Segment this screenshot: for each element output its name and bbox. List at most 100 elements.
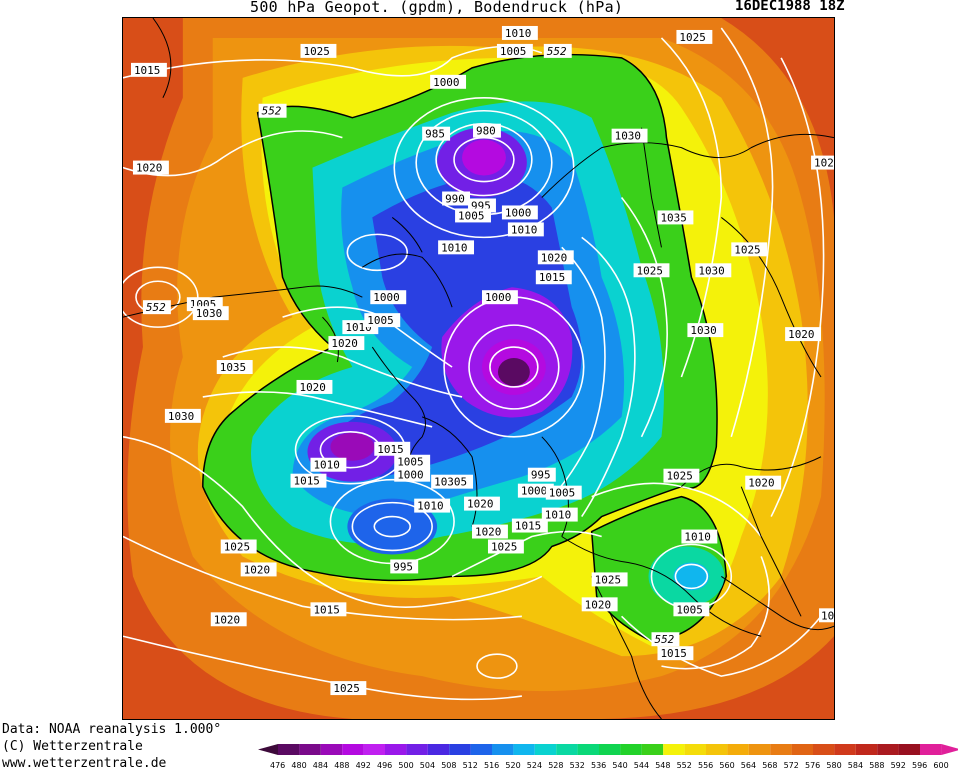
legend-tick-label: 572 [784,761,799,770]
legend-tick-label: 496 [377,761,392,770]
svg-text:1015: 1015 [313,603,339,616]
legend-tick-label: 484 [313,761,328,770]
pressure-label: 1015 [310,602,347,616]
svg-text:985: 985 [425,128,445,141]
svg-text:552: 552 [262,105,282,118]
svg-text:1025: 1025 [333,682,359,695]
svg-text:1025: 1025 [595,573,621,586]
legend-tick-label: 524 [527,761,542,770]
legend-swatch [513,744,535,755]
pressure-label: 1010 [310,457,347,472]
svg-text:1025: 1025 [491,540,517,553]
data-source-credit: Data: NOAA reanalysis 1.000° [2,722,222,737]
legend-tick-label: 504 [420,761,435,770]
svg-text:552: 552 [654,633,674,646]
pressure-label: 1000 [517,483,554,498]
svg-text:1025: 1025 [666,470,692,483]
svg-text:1005: 1005 [549,487,575,500]
legend-swatch [577,744,599,755]
pressure-label: 1025 [633,263,670,277]
svg-text:1035: 1035 [220,361,246,374]
legend-swatch [770,744,792,755]
svg-text:1030: 1030 [615,130,641,143]
pressure-label: 1005 [364,313,401,327]
pressure-label: 1020 [537,250,574,264]
legend-tick-label: 568 [762,761,777,770]
legend-tick-label: 584 [848,761,863,770]
geopotential-label: 552 [651,632,680,646]
pressure-label: 1025 [663,468,700,483]
svg-text:1020: 1020 [475,526,501,539]
svg-text:1025: 1025 [637,264,663,277]
svg-text:1000: 1000 [485,291,511,304]
legend-swatch [920,744,942,755]
pressure-label: 1020 [296,379,333,394]
pressure-label: 1030 [192,306,229,320]
legend-tick-label: 596 [912,761,927,770]
svg-text:1030: 1030 [698,264,724,277]
pressure-label: 995 [390,559,419,573]
pressure-label: 1000 [394,467,431,482]
pressure-label: 1025 [591,572,628,586]
pressure-label: 1010 [507,222,544,236]
pressure-label: 1005 [496,43,533,58]
pressure-label: 1010 [438,240,475,254]
pressure-label: 1005 [394,454,431,469]
legend-tick-label: 476 [270,761,285,770]
legend-tick-label: 532 [570,761,585,770]
pressure-label: 995 [527,467,556,482]
legend-swatch [663,744,685,755]
legend-tick-label: 552 [677,761,692,770]
legend-tick-label: 560 [719,761,734,770]
pressure-label: 1035 [657,210,694,224]
low-centre-north-core [462,139,506,176]
legend-tick-label: 508 [441,761,456,770]
svg-text:1030: 1030 [690,324,716,337]
pressure-label: 1005 [545,485,582,500]
pressure-label: 1010 [414,498,451,513]
legend-swatch [877,744,899,755]
svg-text:1015: 1015 [134,64,160,77]
pressure-label: 1020 [210,612,247,626]
legend-tick-label: 516 [484,761,499,770]
svg-text:1000: 1000 [505,206,531,219]
svg-text:1020: 1020 [467,498,493,511]
legend-swatch [427,744,450,755]
svg-text:1025: 1025 [303,45,329,58]
pressure-label: 1010 [501,25,538,40]
svg-text:1005: 1005 [367,314,393,327]
pressure-label: 1020 [785,327,822,341]
low-centre-europe-core [673,562,710,591]
svg-text:1000: 1000 [397,469,423,482]
legend-swatch [641,744,664,755]
pressure-label: 10 [819,608,834,622]
pressure-label: 1025 [676,29,713,44]
pressure-label: 1020 [240,562,277,576]
svg-text:1020: 1020 [541,251,567,264]
map-datetime: 16DEC1988 18Z [735,0,845,14]
svg-text:1020: 1020 [788,328,814,341]
pressure-label: 1025 [330,681,367,695]
legend-tick-label: 580 [826,761,841,770]
legend-tick-label: 488 [334,761,349,770]
svg-text:1020: 1020 [331,337,357,350]
legend-swatch [599,744,621,755]
pressure-label: 102 [811,155,834,170]
legend-tick-label: 544 [634,761,649,770]
pressure-label: 1020 [472,524,508,539]
legend-tick-label: 592 [891,761,906,770]
legend-swatch [299,744,321,755]
legend-swatch [534,744,557,755]
legend-tick-label: 492 [356,761,371,770]
legend-swatch [449,744,471,755]
svg-text:1005: 1005 [397,456,423,469]
pressure-labels: 1025 1010 1005 552 1025 1015 1000 552 98… [130,25,834,695]
legend-swatch [556,744,578,755]
legend-tick-label: 540 [612,761,627,770]
svg-text:552: 552 [146,301,166,314]
svg-text:1025: 1025 [679,31,705,44]
legend-tick-label: 512 [463,761,478,770]
svg-text:990: 990 [445,192,465,205]
website-credit[interactable]: www.wetterzentrale.de [2,756,167,771]
legend-swatch [855,744,878,755]
